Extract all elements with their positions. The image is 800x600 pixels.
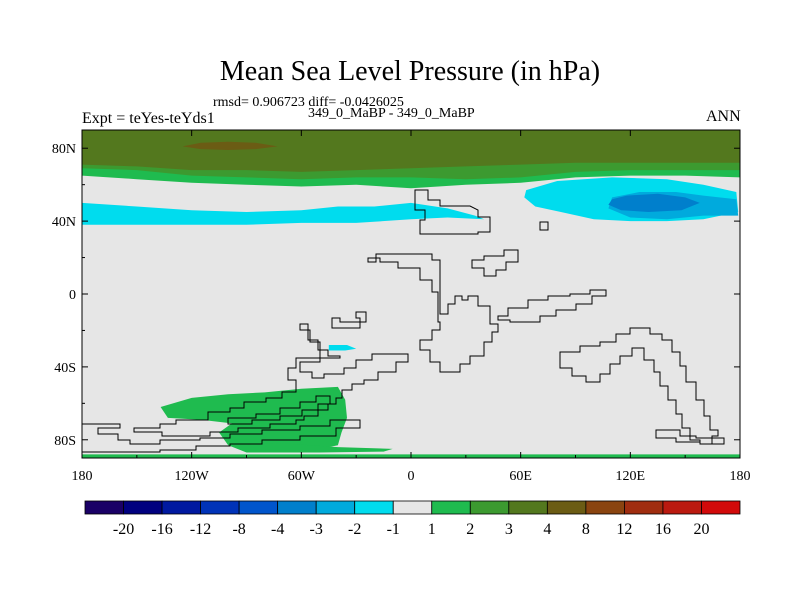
colorbar-swatch xyxy=(431,500,471,515)
y-tick-label: 40N xyxy=(52,215,76,230)
y-tick-label: 40S xyxy=(54,361,76,376)
coastlines xyxy=(82,189,725,453)
colorbar-swatch xyxy=(508,500,548,515)
x-tick-label: 60W xyxy=(288,469,316,484)
colorbar-label: 4 xyxy=(543,521,551,538)
colorbar-swatch xyxy=(123,500,163,515)
contour-region-arctic-band-level-4 xyxy=(82,130,740,172)
colorbar-swatch xyxy=(354,500,394,515)
colorbar: -20 -16 -12 -8 -4 -3 -2 -1 1 2 3 4 8 12 16 20 xyxy=(84,500,741,538)
colorbar-swatch xyxy=(161,500,201,515)
coastline-western-hemisphere xyxy=(133,323,409,437)
colorbar-label: -1 xyxy=(387,521,400,538)
season-label: ANN xyxy=(706,108,741,125)
x-tick-label: 0 xyxy=(408,469,415,484)
colorbar-label: 16 xyxy=(655,521,671,538)
y-tick-label: 0 xyxy=(69,288,76,303)
contour-region-north-atlantic-low-level-minus-1 xyxy=(82,202,485,225)
colorbar-swatch xyxy=(469,500,510,515)
coastline-south-america xyxy=(331,311,367,329)
x-tick-label: 180 xyxy=(730,469,751,484)
x-tick-label: 120W xyxy=(175,469,210,484)
colorbar-swatch xyxy=(238,500,279,515)
chart-subtitle-stats: rmsd= 0.906723 diff= -0.0426025 xyxy=(213,95,404,110)
colorbar-label: -20 xyxy=(113,521,134,538)
colorbar-swatch xyxy=(84,500,124,515)
coastline-antarctic-peninsula xyxy=(82,419,361,453)
y-tick-label: 80N xyxy=(52,142,76,157)
coastline-antarctic-inner xyxy=(227,395,331,425)
coastline-asia-islands xyxy=(497,289,607,323)
contour-region-antarctic-coast-strip-level-2 xyxy=(228,443,393,453)
colorbar-swatch xyxy=(701,500,741,515)
colorbar-label: -16 xyxy=(151,521,172,538)
colorbar-swatch xyxy=(624,500,664,515)
contour-region-arctic-core-level-8 xyxy=(182,141,278,150)
contour-region-arctic-band-level-2 xyxy=(82,168,740,189)
contour-fills xyxy=(82,130,740,458)
x-tick-label: 120E xyxy=(616,469,646,484)
chart-title: Mean Sea Level Pressure (in hPa) xyxy=(219,56,601,87)
contour-region-south-atlantic-patch-level-minus-1 xyxy=(328,345,357,351)
coastline-small-island xyxy=(539,221,549,231)
y-tick-label: 80S xyxy=(54,434,76,449)
colorbar-label: -12 xyxy=(190,521,211,538)
coastline-new-zealand xyxy=(655,429,725,445)
colorbar-label: -3 xyxy=(310,521,323,538)
colorbar-swatch xyxy=(277,500,317,515)
colorbar-swatch xyxy=(392,500,433,515)
colorbar-label: 12 xyxy=(616,521,632,538)
colorbar-swatch xyxy=(315,500,356,515)
axes: 180 120W 60W 0 60E 120E 180 80N 40N 0 40S 80S xyxy=(52,130,751,484)
experiment-label: Expt = teYes-teYds1 xyxy=(82,110,215,127)
colorbar-swatch xyxy=(585,500,625,515)
coastline-africa xyxy=(367,253,499,373)
colorbar-label: -4 xyxy=(271,521,284,538)
colorbar-swatch xyxy=(200,500,240,515)
coastline-arabia xyxy=(471,249,519,277)
chart-subtitle-runs: 349_0_MaBP - 349_0_MaBP xyxy=(308,106,475,121)
colorbar-label: 8 xyxy=(582,521,590,538)
colorbar-label: 1 xyxy=(428,521,436,538)
colorbar-label: 2 xyxy=(466,521,474,538)
colorbar-label: -8 xyxy=(232,521,245,538)
x-tick-label: 60E xyxy=(509,469,532,484)
colorbar-label: -2 xyxy=(348,521,361,538)
colorbar-swatch xyxy=(662,500,702,515)
contour-region-pacific-low-core-level-minus-3 xyxy=(608,193,700,212)
colorbar-label: 20 xyxy=(693,521,709,538)
colorbar-label: 3 xyxy=(505,521,513,538)
x-tick-label: 180 xyxy=(72,469,93,484)
colorbar-swatch xyxy=(546,500,587,515)
coastline-europe-africa xyxy=(414,189,491,235)
